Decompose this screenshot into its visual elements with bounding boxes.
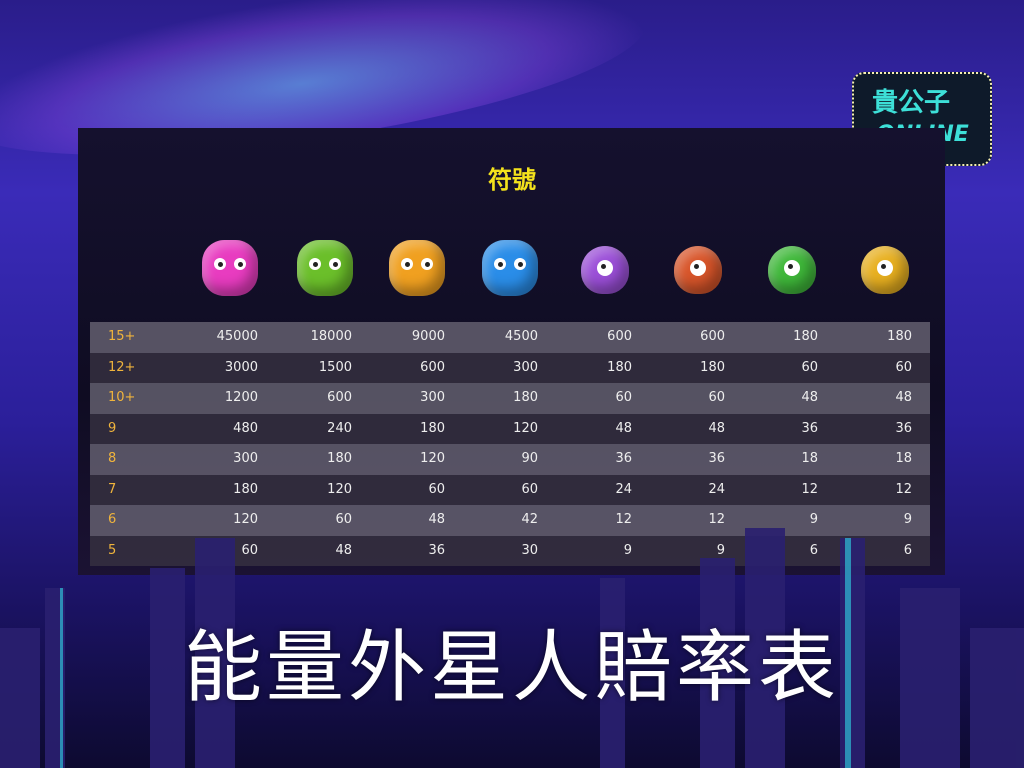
symbol-count: 7	[108, 481, 117, 497]
yellow-one-eye-symbol-icon	[861, 246, 909, 294]
symbol-count: 9	[108, 420, 117, 436]
paytable-row: 10+ 1200 600 300 180 60 60 48 48	[90, 383, 930, 414]
payout-cell: 4500	[504, 329, 538, 344]
payout-cell: 24	[708, 481, 725, 497]
symbol-count: 8	[108, 451, 117, 466]
payout-cell: 48	[335, 542, 352, 558]
payout-cell: 9000	[411, 329, 445, 344]
payout-cell: 120	[420, 451, 445, 466]
payout-cell: 48	[895, 390, 912, 405]
orange-alien-symbol-icon	[389, 240, 445, 296]
paytable-row: 8 300 180 120 90 36 36 18 18	[90, 444, 930, 475]
payout-cell: 45000	[216, 329, 258, 344]
payout-cell: 18	[895, 451, 912, 466]
purple-one-eye-symbol-icon	[581, 246, 629, 294]
payout-cell: 60	[428, 481, 445, 497]
payout-cell: 240	[327, 420, 352, 436]
payout-cell: 24	[615, 481, 632, 497]
payout-cell: 12	[708, 512, 725, 527]
payout-cell: 120	[513, 420, 538, 436]
payout-cell: 60	[241, 542, 258, 558]
payout-cell: 180	[513, 390, 538, 405]
payout-cell: 60	[335, 512, 352, 527]
payout-cell: 180	[233, 481, 258, 497]
payout-cell: 600	[700, 329, 725, 344]
payout-cell: 36	[801, 420, 818, 436]
payout-cell: 1500	[318, 359, 352, 375]
payout-cell: 300	[233, 451, 258, 466]
payout-cell: 12	[895, 481, 912, 497]
payout-cell: 30	[521, 542, 538, 558]
payout-cell: 60	[801, 359, 818, 375]
symbol-count: 10+	[108, 390, 136, 405]
payout-cell: 1200	[224, 390, 258, 405]
payout-cell: 60	[708, 390, 725, 405]
payout-cell: 12	[615, 512, 632, 527]
green-one-eye-symbol-icon	[768, 246, 816, 294]
page-caption: 能量外星人賠率表	[183, 623, 840, 713]
payout-cell: 9	[809, 512, 818, 527]
payout-cell: 48	[801, 390, 818, 405]
payout-cell: 120	[327, 481, 352, 497]
paytable-row: 9 480 240 180 120 48 48 36 36	[90, 413, 930, 444]
pink-alien-symbol-icon	[202, 240, 258, 296]
payout-cell: 9	[903, 512, 912, 527]
payout-cell: 36	[708, 451, 725, 466]
payout-cell: 300	[420, 390, 445, 405]
paytable-title: 符號	[488, 166, 536, 194]
paytable-row: 12+ 3000 1500 600 300 180 180 60 60	[90, 352, 930, 383]
payout-cell: 18	[801, 451, 818, 466]
paytable-row: 15+ 45000 18000 9000 4500 600 600 180 180	[90, 322, 930, 353]
paytable: 15+ 45000 18000 9000 4500 600 600 180 180 12+ 3000…	[90, 322, 930, 566]
payout-cell: 60	[615, 390, 632, 405]
payout-cell: 600	[327, 390, 352, 405]
payout-cell: 36	[615, 451, 632, 466]
payout-cell: 60	[895, 359, 912, 375]
payout-cell: 180	[793, 329, 818, 344]
blue-alien-symbol-icon	[482, 240, 538, 296]
payout-cell: 180	[887, 329, 912, 344]
payout-cell: 120	[233, 512, 258, 527]
payout-cell: 42	[521, 512, 538, 527]
payout-cell: 180	[607, 359, 632, 375]
payout-cell: 3000	[224, 359, 258, 375]
payout-cell: 36	[895, 420, 912, 436]
logo-text: 貴公子	[872, 88, 951, 118]
symbol-count: 5	[108, 542, 117, 558]
payout-cell: 180	[420, 420, 445, 436]
payout-cell: 36	[428, 542, 445, 558]
symbol-count: 12+	[108, 359, 136, 375]
paytable-row: 7 180 120 60 60 24 24 12 12	[90, 474, 930, 505]
paytable-row: 6 120 60 48 42 12 12 9 9	[90, 505, 930, 536]
payout-cell: 12	[801, 481, 818, 497]
payout-cell: 9	[716, 542, 725, 558]
payout-cell: 48	[428, 512, 445, 527]
payout-cell: 48	[708, 420, 725, 436]
payout-cell: 180	[327, 451, 352, 466]
symbol-count: 6	[108, 512, 117, 527]
payout-cell: 600	[420, 359, 445, 375]
red-one-eye-symbol-icon	[674, 246, 722, 294]
payout-cell: 180	[700, 359, 725, 375]
payout-cell: 60	[521, 481, 538, 497]
payout-cell: 480	[233, 420, 258, 436]
paytable-row: 5 60 48 36 30 9 9 6 6	[90, 535, 930, 566]
payout-cell: 18000	[310, 329, 352, 344]
payout-cell: 48	[615, 420, 632, 436]
green-alien-symbol-icon	[297, 240, 353, 296]
payout-cell: 300	[513, 359, 538, 375]
payout-cell: 90	[521, 451, 538, 466]
symbol-count: 15+	[108, 329, 136, 344]
payout-cell: 600	[607, 329, 632, 344]
payout-cell: 9	[623, 542, 632, 558]
payout-cell: 6	[903, 542, 912, 558]
payout-cell: 6	[809, 542, 818, 558]
